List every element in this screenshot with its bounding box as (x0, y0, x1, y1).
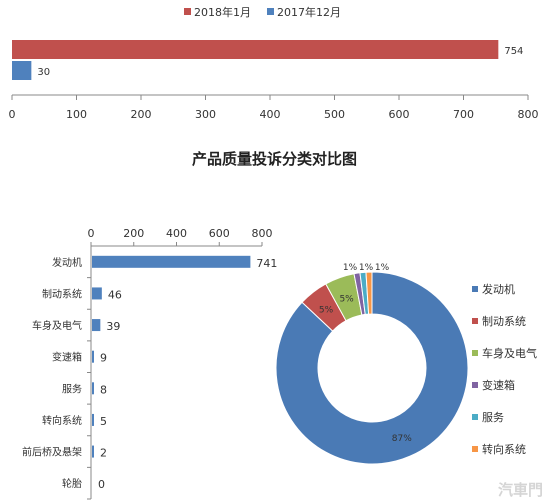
donut-legend-swatch-0 (472, 286, 478, 292)
donut-label-1: 5% (319, 306, 334, 316)
bar-0 (12, 40, 499, 59)
left-x-tick-label-3: 600 (209, 227, 230, 240)
x-tick-label-8: 800 (518, 108, 539, 121)
category-bar-3 (92, 350, 94, 363)
x-tick-label-4: 400 (260, 108, 281, 121)
category-label-7: 轮胎 (62, 477, 82, 490)
category-bar-5 (92, 413, 94, 426)
donut-legend-label-3: 变速箱 (482, 378, 515, 392)
data-label-1: 30 (37, 67, 50, 78)
category-value-1: 46 (108, 288, 122, 301)
category-label-2: 车身及电气 (32, 319, 82, 332)
legend-label-0: 2018年1月 (194, 5, 251, 19)
category-value-4: 8 (100, 383, 107, 396)
category-label-4: 服务 (62, 382, 82, 395)
data-label-0: 754 (504, 46, 523, 57)
category-label-3: 变速箱 (52, 351, 82, 364)
x-tick-label-5: 500 (324, 108, 345, 121)
category-bar-0 (92, 255, 251, 268)
legend-swatch-0 (184, 8, 191, 15)
donut-slice-5 (365, 271, 373, 315)
donut-label-0: 87% (392, 434, 412, 444)
category-label-0: 发动机 (52, 256, 82, 269)
donut-legend-swatch-5 (472, 446, 478, 452)
category-bar-1 (92, 287, 102, 300)
donut-legend-label-1: 制动系统 (482, 315, 526, 328)
category-value-2: 39 (106, 320, 120, 333)
legend-label-1: 2017年12月 (277, 5, 341, 19)
chart-title: 产品质量投诉分类对比图 (191, 150, 357, 168)
x-tick-label-7: 700 (453, 108, 474, 121)
donut-legend-swatch-3 (472, 382, 478, 388)
donut-label-2: 5% (339, 294, 354, 304)
category-bar-chart: 0 200 400 600 800 发动机 741 制动系统 46 车身及电气 39 变速箱 9 服务 8 转… (22, 227, 277, 500)
x-tick-label-3: 300 (195, 108, 216, 121)
left-x-tick-label-0: 0 (88, 227, 95, 240)
category-value-0: 741 (256, 257, 277, 270)
category-bar-2 (92, 319, 101, 332)
donut-legend-swatch-4 (472, 414, 478, 420)
category-label-1: 制动系统 (42, 287, 82, 300)
left-x-tick-label-1: 200 (123, 227, 144, 240)
donut-legend-label-0: 发动机 (482, 282, 515, 296)
donut-legend-swatch-2 (472, 350, 478, 356)
donut-legend-label-4: 服务 (482, 411, 504, 424)
category-value-7: 0 (98, 478, 105, 491)
category-value-5: 5 (100, 415, 107, 428)
category-value-6: 2 (100, 447, 107, 460)
legend-swatch-1 (267, 8, 274, 15)
x-tick-label-0: 0 (9, 108, 16, 121)
left-x-tick-label-2: 400 (166, 227, 187, 240)
category-bar-6 (92, 445, 94, 458)
category-bar-4 (92, 382, 94, 395)
donut-label-5: 1% (375, 263, 390, 273)
category-value-3: 9 (100, 352, 107, 365)
donut-legend-label-2: 车身及电气 (482, 346, 537, 360)
x-tick-label-2: 200 (131, 108, 152, 121)
left-x-tick-label-4: 800 (252, 227, 273, 240)
donut-label-4: 1% (359, 263, 374, 273)
bar-1 (12, 61, 32, 80)
donut-legend-swatch-1 (472, 318, 478, 324)
watermark-logo: 汽車門 (497, 481, 543, 499)
donut-label-3: 1% (343, 263, 358, 273)
category-label-6: 前后桥及悬架 (22, 446, 82, 459)
category-label-5: 转向系统 (42, 414, 82, 427)
x-tick-label-6: 600 (389, 108, 410, 121)
x-tick-label-1: 100 (66, 108, 87, 121)
donut-legend-label-5: 转向系统 (482, 442, 526, 456)
donut-slice-0 (275, 271, 469, 465)
